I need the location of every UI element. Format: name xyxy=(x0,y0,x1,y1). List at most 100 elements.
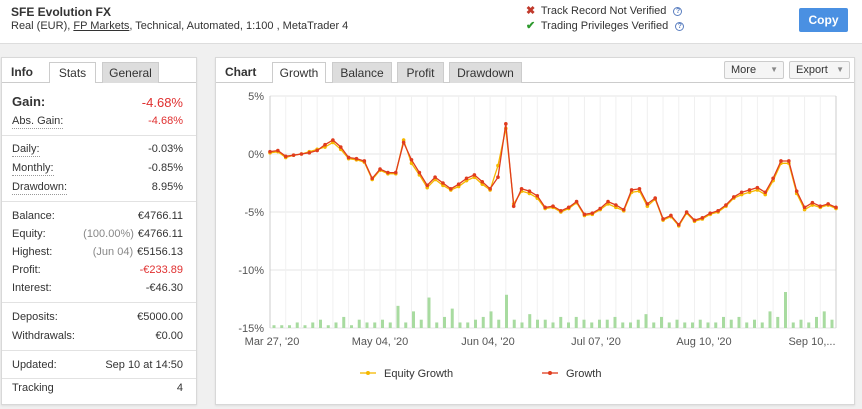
growth-point xyxy=(378,167,382,171)
balance-value: €4766.11 xyxy=(137,210,183,222)
broker-link[interactable]: FP Markets xyxy=(73,20,130,32)
volume-bar xyxy=(536,319,539,328)
growth-point xyxy=(401,140,406,145)
growth-point xyxy=(551,204,555,208)
volume-bar xyxy=(776,316,780,328)
growth-point xyxy=(724,203,728,207)
daily-value: -0.03% xyxy=(148,143,183,155)
volume-bar xyxy=(652,322,656,328)
growth-point xyxy=(496,175,500,179)
tab-profit[interactable]: Profit xyxy=(397,62,444,83)
volume-bar xyxy=(722,316,725,328)
volume-bar xyxy=(334,322,338,328)
tab-general[interactable]: General xyxy=(102,62,159,83)
volume-bar xyxy=(590,322,594,328)
growth-point xyxy=(802,205,807,210)
tab-growth[interactable]: Growth xyxy=(272,62,326,83)
growth-point xyxy=(417,170,422,175)
volume-bar xyxy=(567,322,570,328)
help-icon[interactable]: ? xyxy=(675,22,685,31)
growth-point xyxy=(480,180,485,184)
volume-bar xyxy=(729,319,733,328)
volume-bar xyxy=(815,316,818,328)
volume-bar xyxy=(791,322,795,328)
volume-bar xyxy=(319,319,322,328)
y-tick-label: -10% xyxy=(238,265,264,277)
volume-bar xyxy=(466,322,470,328)
growth-point xyxy=(566,205,571,210)
volume-bar xyxy=(745,322,749,328)
withdrawals-value: €0.00 xyxy=(155,330,183,342)
tab-stats[interactable]: Stats xyxy=(49,62,96,83)
updated-value: Sep 10 at 14:50 xyxy=(105,359,183,371)
growth-point xyxy=(739,190,744,195)
drawdown-value: 8.95% xyxy=(151,181,183,193)
growth-point xyxy=(535,193,540,198)
growth-point xyxy=(370,176,374,181)
drawdown-label: Drawdown: xyxy=(12,181,68,195)
equity-value-group: (100.00%) €4766.11 xyxy=(83,228,183,240)
track-record-label: Track Record Not Verified xyxy=(540,5,667,17)
growth-point xyxy=(338,145,343,149)
volume-bar xyxy=(613,316,617,328)
volume-bar xyxy=(288,325,291,328)
profit-row: Profit: -€233.89 xyxy=(12,264,183,279)
interest-row: Interest: -€46.30 xyxy=(12,282,183,297)
volume-bar xyxy=(412,311,415,328)
growth-point xyxy=(700,216,705,220)
volume-bar xyxy=(280,325,284,328)
volume-bar xyxy=(381,319,384,328)
privileges-label: Trading Privileges Verified xyxy=(540,20,669,32)
tab-drawdown[interactable]: Drawdown xyxy=(449,62,522,83)
tab-balance[interactable]: Balance xyxy=(332,62,392,83)
growth-point xyxy=(732,195,736,199)
privileges-status: ✔ Trading Privileges Verified ? xyxy=(526,19,685,32)
export-dropdown[interactable]: Export ▼ xyxy=(789,61,850,79)
volume-bar xyxy=(667,322,671,328)
balance-label: Balance: xyxy=(12,210,55,222)
interest-value: -€46.30 xyxy=(145,282,183,294)
growth-point xyxy=(684,210,689,214)
volume-bar xyxy=(644,314,648,328)
volume-bar xyxy=(350,325,353,328)
more-dropdown[interactable]: More ▼ xyxy=(724,61,784,79)
volume-bar xyxy=(629,322,632,328)
volume-bar xyxy=(753,319,756,328)
growth-lines xyxy=(268,122,838,228)
volume-bar xyxy=(326,325,330,328)
volume-bar xyxy=(698,319,702,328)
help-icon[interactable]: ? xyxy=(673,7,683,16)
growth-point xyxy=(676,222,681,227)
x-tick-label: Mar 27, '20 xyxy=(245,336,300,348)
growth-point xyxy=(331,138,335,142)
volume-bar xyxy=(295,322,299,328)
growth-point xyxy=(299,152,304,156)
abs-gain-value: -4.68% xyxy=(148,115,183,127)
monthly-value: -0.85% xyxy=(148,162,183,174)
growth-point xyxy=(354,156,359,161)
volume-bar xyxy=(443,316,446,328)
growth-chart[interactable]: 5% 0% -5% -10% -15% Mar 27, '20 May 04, '20 Ju… xyxy=(216,84,854,404)
volume-bar xyxy=(543,319,547,328)
growth-point xyxy=(291,153,296,157)
deposits-label: Deposits: xyxy=(12,311,58,323)
chart-grid xyxy=(269,95,837,329)
growth-point xyxy=(511,204,516,208)
growth-point xyxy=(527,189,532,193)
volume-bar xyxy=(706,322,710,328)
volume-bar xyxy=(605,319,609,328)
growth-point xyxy=(826,202,830,206)
withdrawals-label: Withdrawals: xyxy=(12,330,75,342)
account-header: SFE Evolution FX Real (EUR), FP Markets,… xyxy=(0,0,862,44)
growth-point xyxy=(708,211,713,215)
copy-button[interactable]: Copy xyxy=(799,8,848,32)
growth-point xyxy=(763,190,768,195)
growth-point xyxy=(456,182,461,186)
volume-bar xyxy=(505,294,508,328)
volume-bar xyxy=(311,322,315,328)
chart-panel: Chart Growth Balance Profit Drawdown Mor… xyxy=(215,57,855,405)
volume-bar xyxy=(830,319,834,328)
growth-point xyxy=(346,155,351,160)
tracking-row: Tracking 4 xyxy=(12,382,183,397)
growth-point xyxy=(464,176,469,181)
